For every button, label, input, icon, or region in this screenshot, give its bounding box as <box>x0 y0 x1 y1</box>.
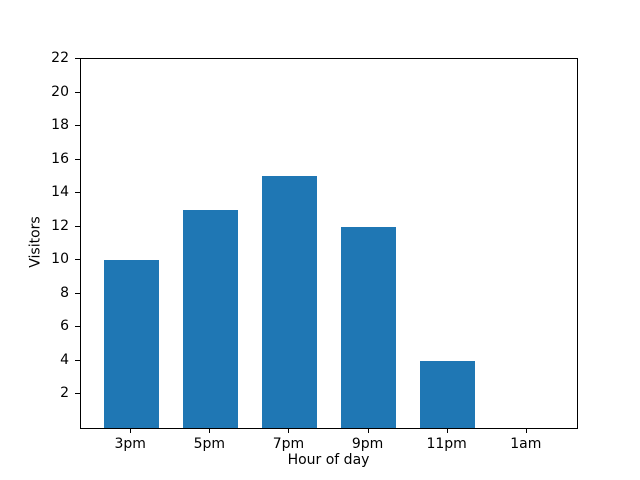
x-tick-label-11pm: 11pm <box>426 436 467 452</box>
x-tick-label-3pm: 3pm <box>114 436 146 452</box>
y-tick-6 <box>75 326 80 328</box>
y-tick-18 <box>75 125 80 127</box>
x-axis-label: Hour of day <box>287 452 370 468</box>
y-tick-12 <box>75 225 80 227</box>
y-tick-2 <box>75 393 80 395</box>
y-tick-label-12: 12 <box>51 217 69 234</box>
y-tick-14 <box>75 192 80 194</box>
x-tick-11pm <box>446 428 448 433</box>
bar-5pm <box>182 209 238 428</box>
x-tick-label-5pm: 5pm <box>193 436 226 452</box>
y-tick-label-4: 4 <box>60 351 69 368</box>
x-tick-label-7pm: 7pm <box>272 436 305 452</box>
y-tick-label-18: 18 <box>51 117 69 134</box>
y-tick-8 <box>75 292 80 294</box>
y-tick-label-14: 14 <box>51 184 69 201</box>
bar-11pm <box>419 360 476 428</box>
y-tick-label-6: 6 <box>60 318 69 335</box>
bar-9pm <box>340 226 397 428</box>
x-tick-3pm <box>130 428 132 433</box>
y-tick-16 <box>75 158 80 160</box>
x-tick-9pm <box>367 428 369 433</box>
x-tick-label-1am: 1am <box>510 436 542 452</box>
y-tick-20 <box>75 91 80 93</box>
plot-area <box>80 58 578 429</box>
y-tick-label-20: 20 <box>51 83 69 100</box>
bar-3pm <box>103 260 159 428</box>
y-tick-10 <box>75 259 80 261</box>
x-tick-label-9pm: 9pm <box>351 436 384 452</box>
y-tick-label-16: 16 <box>51 150 69 167</box>
y-tick-label-10: 10 <box>51 251 69 268</box>
y-tick-label-8: 8 <box>60 284 69 301</box>
y-tick-label-2: 2 <box>60 385 69 402</box>
x-tick-5pm <box>209 428 211 433</box>
y-tick-label-22: 22 <box>51 50 69 66</box>
y-tick-22 <box>75 58 80 59</box>
y-tick-4 <box>75 359 80 361</box>
x-tick-7pm <box>288 428 290 433</box>
bar-7pm <box>261 176 318 428</box>
x-tick-1am <box>525 428 527 433</box>
